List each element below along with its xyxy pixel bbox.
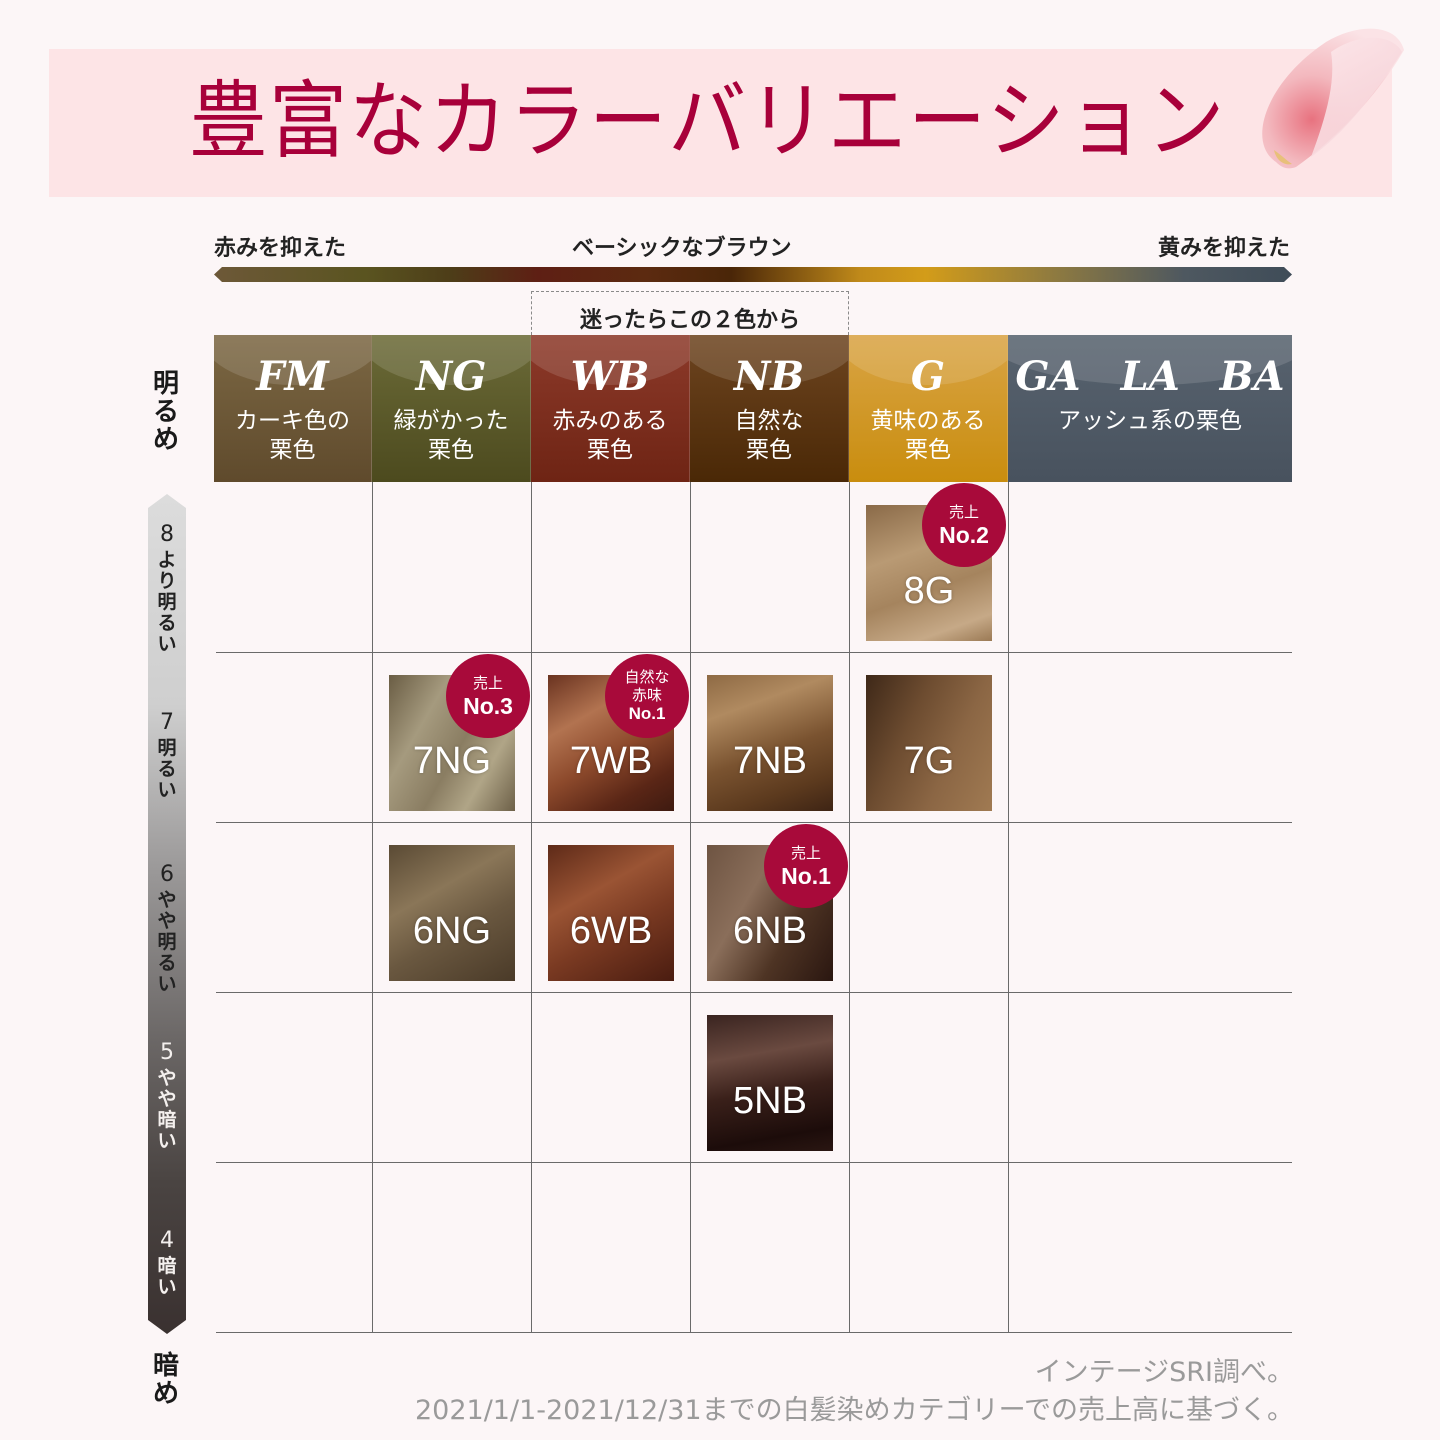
badge-natural-red-no1: 自然な 赤味 No.1 xyxy=(605,654,689,738)
badge-sales-no3: 売上 No.3 xyxy=(446,654,530,738)
brightness-level-8: 8 より明るい xyxy=(157,522,177,655)
grid-divider xyxy=(216,652,1292,653)
column-code: GA LA BA xyxy=(1015,353,1285,400)
tone-label-left: 赤みを抑えた xyxy=(214,236,347,261)
badge-sales-no1: 売上 No.1 xyxy=(764,824,848,908)
column-desc: 緑がかった 栗色 xyxy=(393,408,509,463)
grid-divider xyxy=(849,482,850,1333)
column-code: NG xyxy=(415,353,487,400)
grid-divider xyxy=(216,992,1292,993)
column-header-ng: NG 緑がかった 栗色 xyxy=(372,335,531,482)
page-title: 豊富なカラーバリエーション xyxy=(189,72,1227,170)
brightness-level-4: 4 暗い xyxy=(157,1228,177,1298)
swatch-6ng[interactable]: 6NG xyxy=(389,845,515,981)
column-code: WB xyxy=(570,353,650,400)
grid-divider xyxy=(531,482,532,1333)
column-desc: 黄味のある 栗色 xyxy=(870,408,986,463)
tone-label-center: ベーシックなブラウン xyxy=(572,236,792,261)
column-header-nb: NB 自然な 栗色 xyxy=(690,335,849,482)
column-desc: カーキ色の 栗色 xyxy=(235,408,350,463)
title-banner: 豊富なカラーバリエーション xyxy=(49,49,1392,197)
swatch-5nb[interactable]: 5NB xyxy=(707,1015,833,1151)
brightness-level-6: 6 やや明るい xyxy=(157,862,177,995)
brightness-top-label: 明るめ xyxy=(152,369,179,455)
footnote-source: インテージSRI調べ。 xyxy=(1034,1357,1294,1388)
grid-divider xyxy=(1008,482,1009,1333)
column-header-ash: GA LA BA アッシュ系の栗色 xyxy=(1008,335,1292,482)
grid-divider xyxy=(372,482,373,1333)
color-grid xyxy=(216,482,1292,1333)
column-desc: アッシュ系の栗色 xyxy=(1058,408,1242,434)
footnote-period: 2021/1/1-2021/12/31までの白髪染めカテゴリーでの売上高に基づく… xyxy=(414,1395,1294,1426)
badge-sales-no2: 売上 No.2 xyxy=(922,483,1006,567)
swatch-7nb[interactable]: 7NB xyxy=(707,675,833,811)
column-code: NB xyxy=(733,353,805,400)
column-header-g: G 黄味のある 栗色 xyxy=(849,335,1008,482)
brightness-level-7: 7 明るい xyxy=(157,710,177,801)
rose-petal-icon xyxy=(1262,28,1404,169)
column-header-row: FM カーキ色の 栗色 NG 緑がかった 栗色 WB 赤みのある 栗色 NB 自然な栗… xyxy=(214,335,1292,482)
column-header-fm: FM カーキ色の 栗色 xyxy=(214,335,372,482)
recommend-label: 迷ったらこの２色から xyxy=(579,308,800,333)
grid-divider xyxy=(216,822,1292,823)
recommend-box: 迷ったらこの２色から xyxy=(531,291,849,335)
column-desc: 自然な 栗色 xyxy=(734,408,804,463)
brightness-bottom-label: 暗め xyxy=(152,1351,179,1409)
column-code: G xyxy=(910,353,946,400)
swatch-6wb[interactable]: 6WB xyxy=(548,845,674,981)
grid-divider xyxy=(216,1332,1292,1333)
grid-divider xyxy=(690,482,691,1333)
column-desc: 赤みのある 栗色 xyxy=(552,408,668,463)
grid-divider xyxy=(216,1162,1292,1163)
tone-gradient-bar xyxy=(214,267,1292,282)
swatch-7g[interactable]: 7G xyxy=(866,675,992,811)
tone-label-right: 黄みを抑えた xyxy=(1157,236,1290,261)
column-code: FM xyxy=(256,353,329,400)
brightness-level-5: 5 やや暗い xyxy=(157,1040,177,1152)
column-header-wb: WB 赤みのある 栗色 xyxy=(531,335,690,482)
brightness-scale-arrow xyxy=(148,494,186,1334)
